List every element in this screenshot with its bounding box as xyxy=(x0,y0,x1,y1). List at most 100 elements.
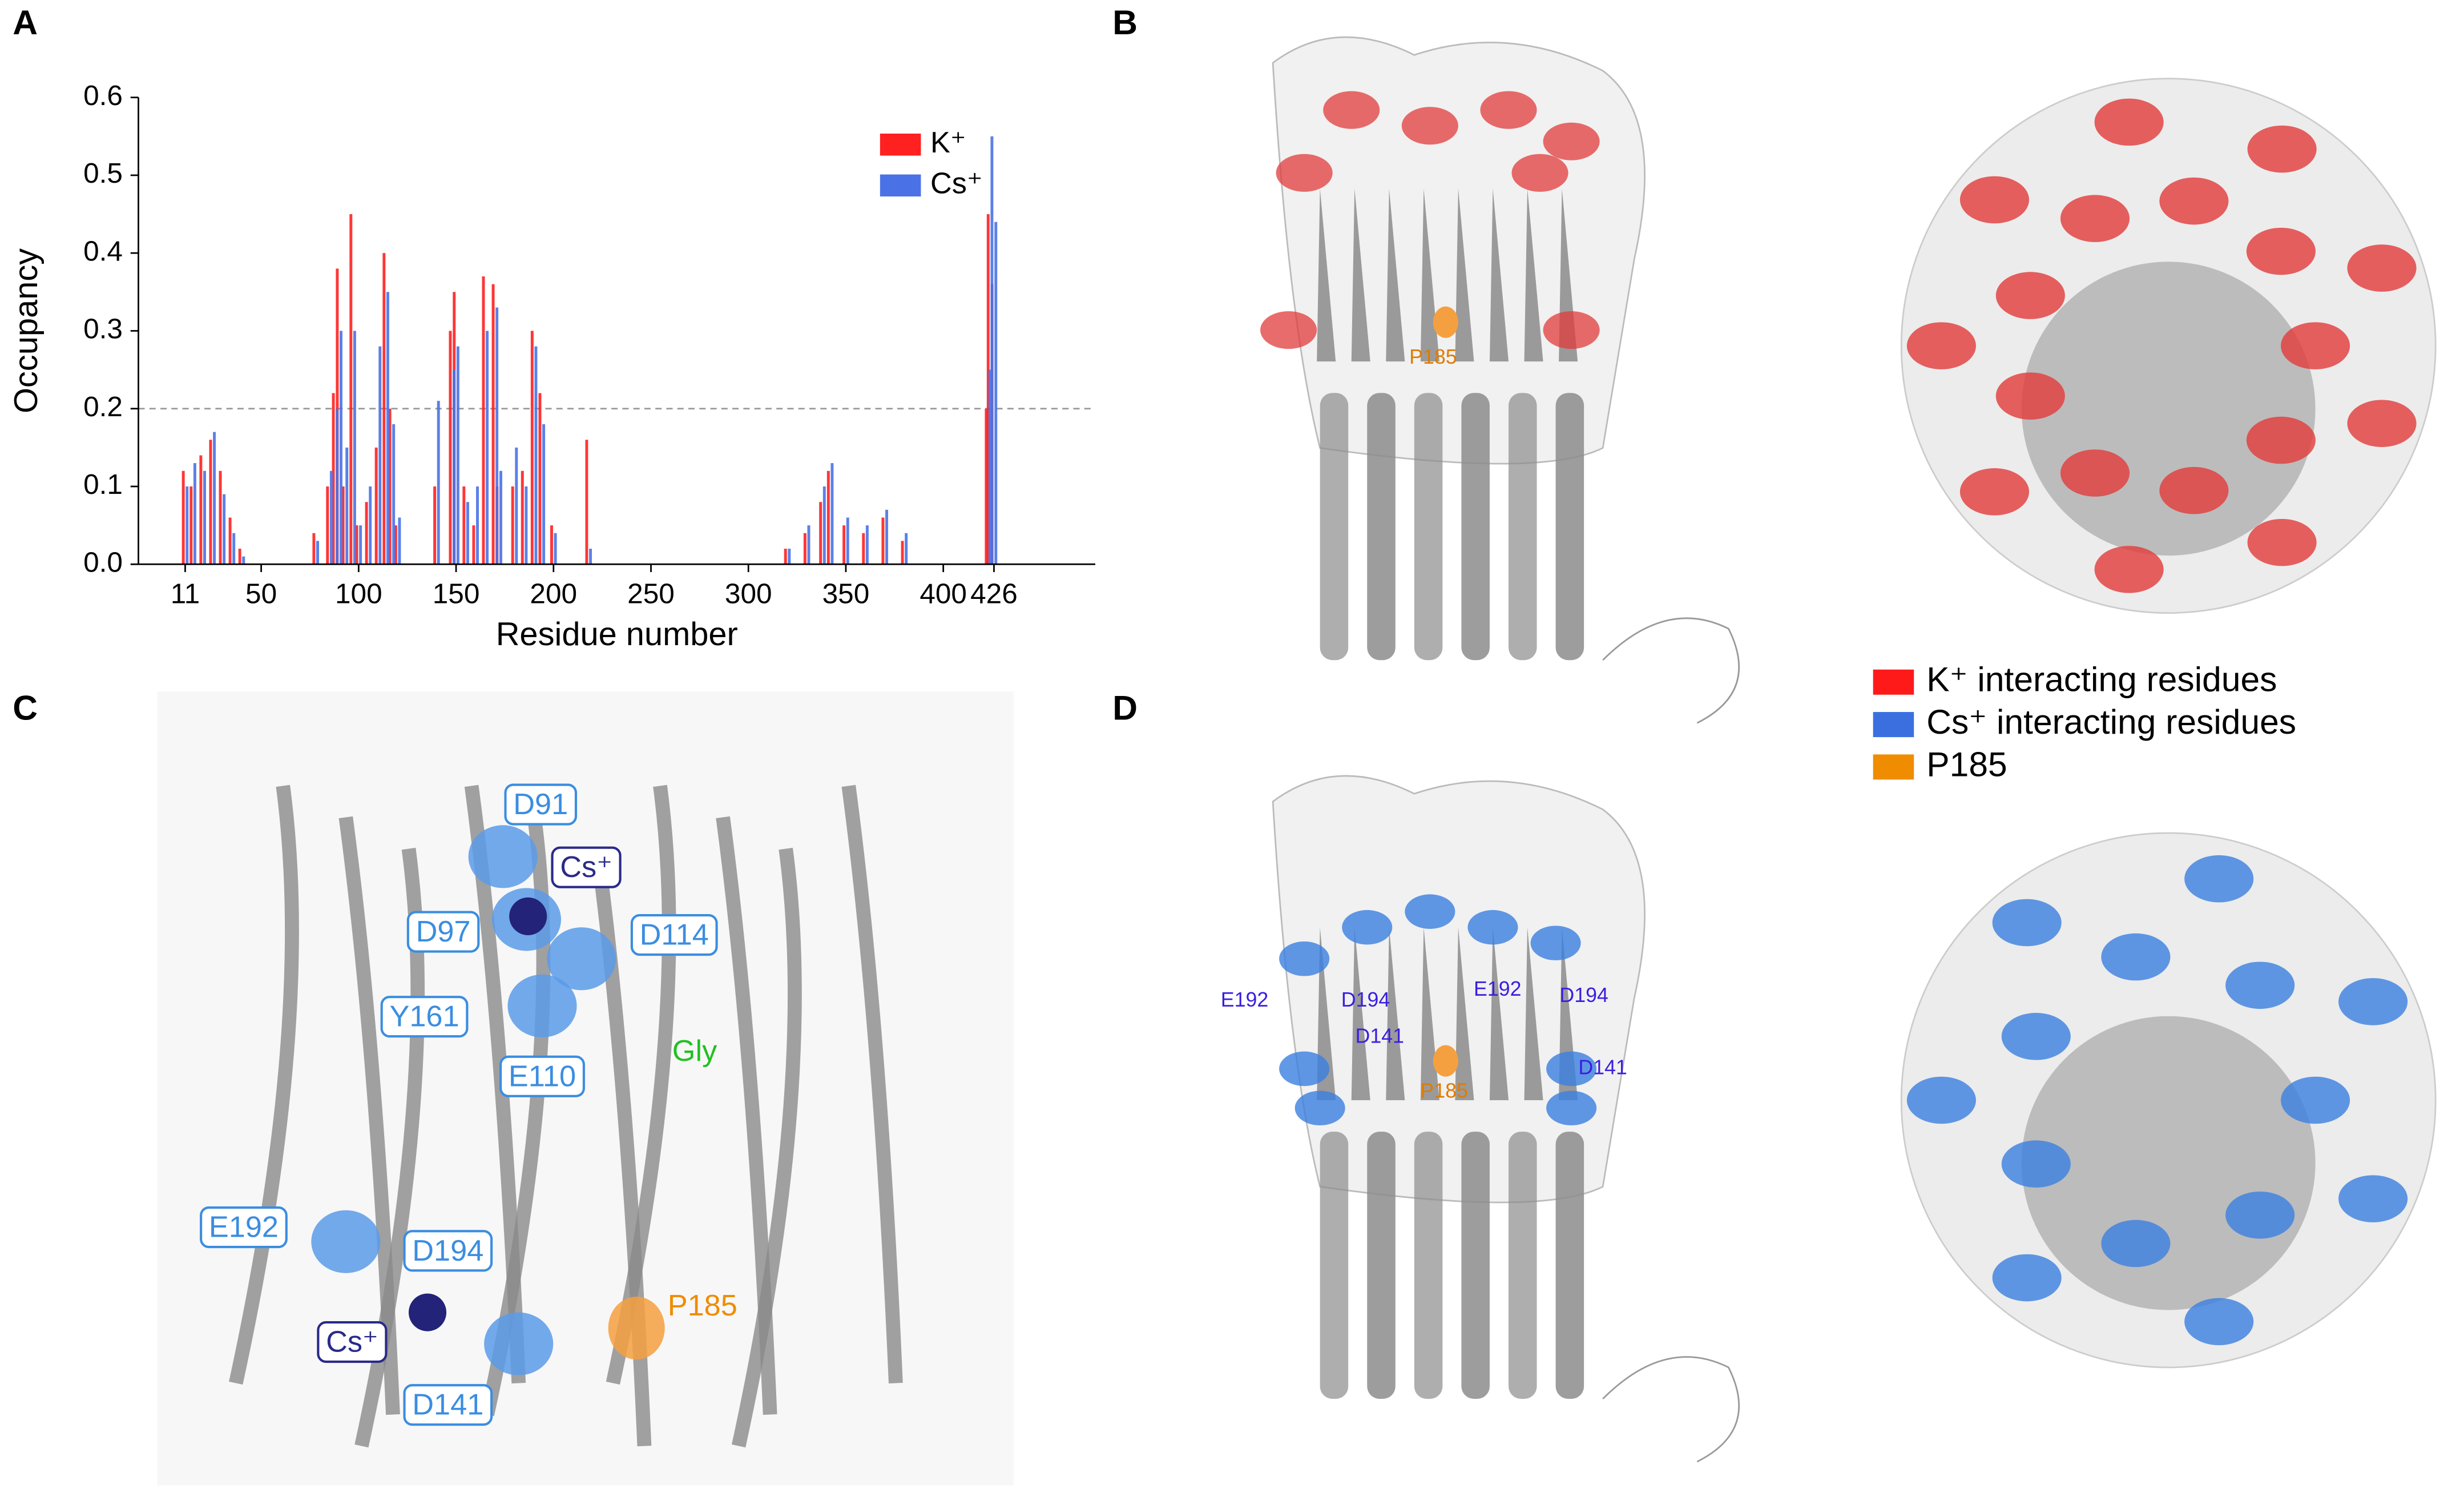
sheet xyxy=(1489,927,1509,1101)
bar xyxy=(349,214,353,565)
bar xyxy=(515,447,518,565)
bar xyxy=(193,463,196,565)
bar xyxy=(462,486,466,565)
bar xyxy=(332,393,335,565)
residue-surface xyxy=(1530,925,1581,961)
residue-label: D194 xyxy=(1559,984,1608,1007)
bar xyxy=(538,393,542,565)
bar xyxy=(374,447,378,565)
bar xyxy=(905,533,908,565)
residue-surface xyxy=(1405,894,1455,929)
residue-label: P185 xyxy=(1420,1080,1468,1102)
bar xyxy=(542,424,546,565)
sheet xyxy=(1351,927,1370,1101)
bar xyxy=(472,525,475,565)
helix xyxy=(1509,393,1537,661)
bar xyxy=(585,440,588,565)
legend-swatch xyxy=(880,174,921,197)
residue-surface xyxy=(1543,122,1600,160)
bar xyxy=(378,346,382,565)
x-tick-label: 11 xyxy=(171,577,200,609)
bar xyxy=(525,486,528,565)
panel-label: C xyxy=(13,688,38,727)
bar xyxy=(830,463,834,565)
sheet xyxy=(841,784,903,1384)
bar xyxy=(242,556,245,565)
residue-label: E192 xyxy=(1221,988,1269,1011)
legend-label: K⁺ xyxy=(930,126,966,159)
helix xyxy=(1555,393,1584,661)
legend-label: P185 xyxy=(1926,745,2007,783)
bar xyxy=(355,525,358,565)
bar xyxy=(495,307,499,565)
label-box xyxy=(504,783,578,826)
p185-surface xyxy=(1433,306,1458,338)
residue-surface xyxy=(2247,518,2317,566)
bar xyxy=(369,486,372,565)
bar xyxy=(466,502,469,565)
legend-label: Cs⁺ xyxy=(930,167,983,200)
legend-swatch xyxy=(1873,712,1914,738)
residue-surface xyxy=(1546,1090,1597,1126)
label-box xyxy=(406,911,480,953)
bar xyxy=(386,292,389,565)
residue-surface xyxy=(507,974,577,1037)
label-box xyxy=(499,1055,585,1097)
residue-label: D91 xyxy=(513,788,568,821)
structure-labels: P185 D91 Cs⁺ D97 D114 Y161 E110 Gly E192 D194 Cs⁺ D… xyxy=(200,345,2296,1426)
residue-surface xyxy=(2094,546,2164,593)
sheet xyxy=(1351,188,1370,362)
bar xyxy=(336,408,339,565)
p185-surface xyxy=(1433,1045,1458,1077)
residue-surface xyxy=(1546,1051,1597,1086)
bar xyxy=(499,470,502,565)
sheet xyxy=(1489,188,1509,362)
bar xyxy=(589,549,592,565)
y-axis-label: Occupancy xyxy=(8,248,45,413)
bar xyxy=(219,470,222,565)
helix xyxy=(1320,393,1349,661)
bar xyxy=(437,401,440,565)
bar xyxy=(807,525,810,565)
bar xyxy=(989,369,991,565)
bar xyxy=(189,486,193,565)
sheet xyxy=(1386,188,1405,362)
residue-label: D141 xyxy=(1356,1024,1405,1047)
residue-surface xyxy=(1323,91,1380,129)
y-tick-label: 0.3 xyxy=(83,313,123,345)
bar xyxy=(228,517,232,565)
bar xyxy=(359,525,362,565)
residue-surface xyxy=(1992,1254,2062,1302)
label-box xyxy=(551,846,622,888)
panel-label: B xyxy=(1112,3,1138,42)
helix xyxy=(1555,1132,1584,1399)
residue-surface xyxy=(1294,1090,1345,1126)
bar xyxy=(990,136,994,565)
residue-surface xyxy=(1995,272,2065,319)
sheet xyxy=(229,784,299,1385)
bar xyxy=(881,517,885,565)
bar xyxy=(326,486,329,565)
residue-label: D114 xyxy=(640,919,709,952)
helix xyxy=(1509,1132,1537,1399)
x-tick-label: 150 xyxy=(433,577,480,609)
bar xyxy=(550,525,553,565)
bar xyxy=(449,331,452,565)
helix xyxy=(1461,1132,1490,1399)
residue-surface xyxy=(1511,154,1568,192)
residue-surface xyxy=(1992,899,2062,947)
loop xyxy=(1602,617,1740,724)
sheet xyxy=(1386,927,1405,1101)
y-tick-label: 0.2 xyxy=(83,391,123,422)
residue-surface xyxy=(1959,176,2030,224)
bar xyxy=(482,276,485,565)
bar xyxy=(803,533,806,565)
residue-surface xyxy=(2001,1140,2071,1188)
residue-surface xyxy=(2281,322,2350,369)
residue-surface xyxy=(1995,372,2065,420)
bar xyxy=(885,509,889,565)
bar xyxy=(341,486,345,565)
bar xyxy=(788,549,791,565)
residue-surface xyxy=(2246,416,2316,464)
